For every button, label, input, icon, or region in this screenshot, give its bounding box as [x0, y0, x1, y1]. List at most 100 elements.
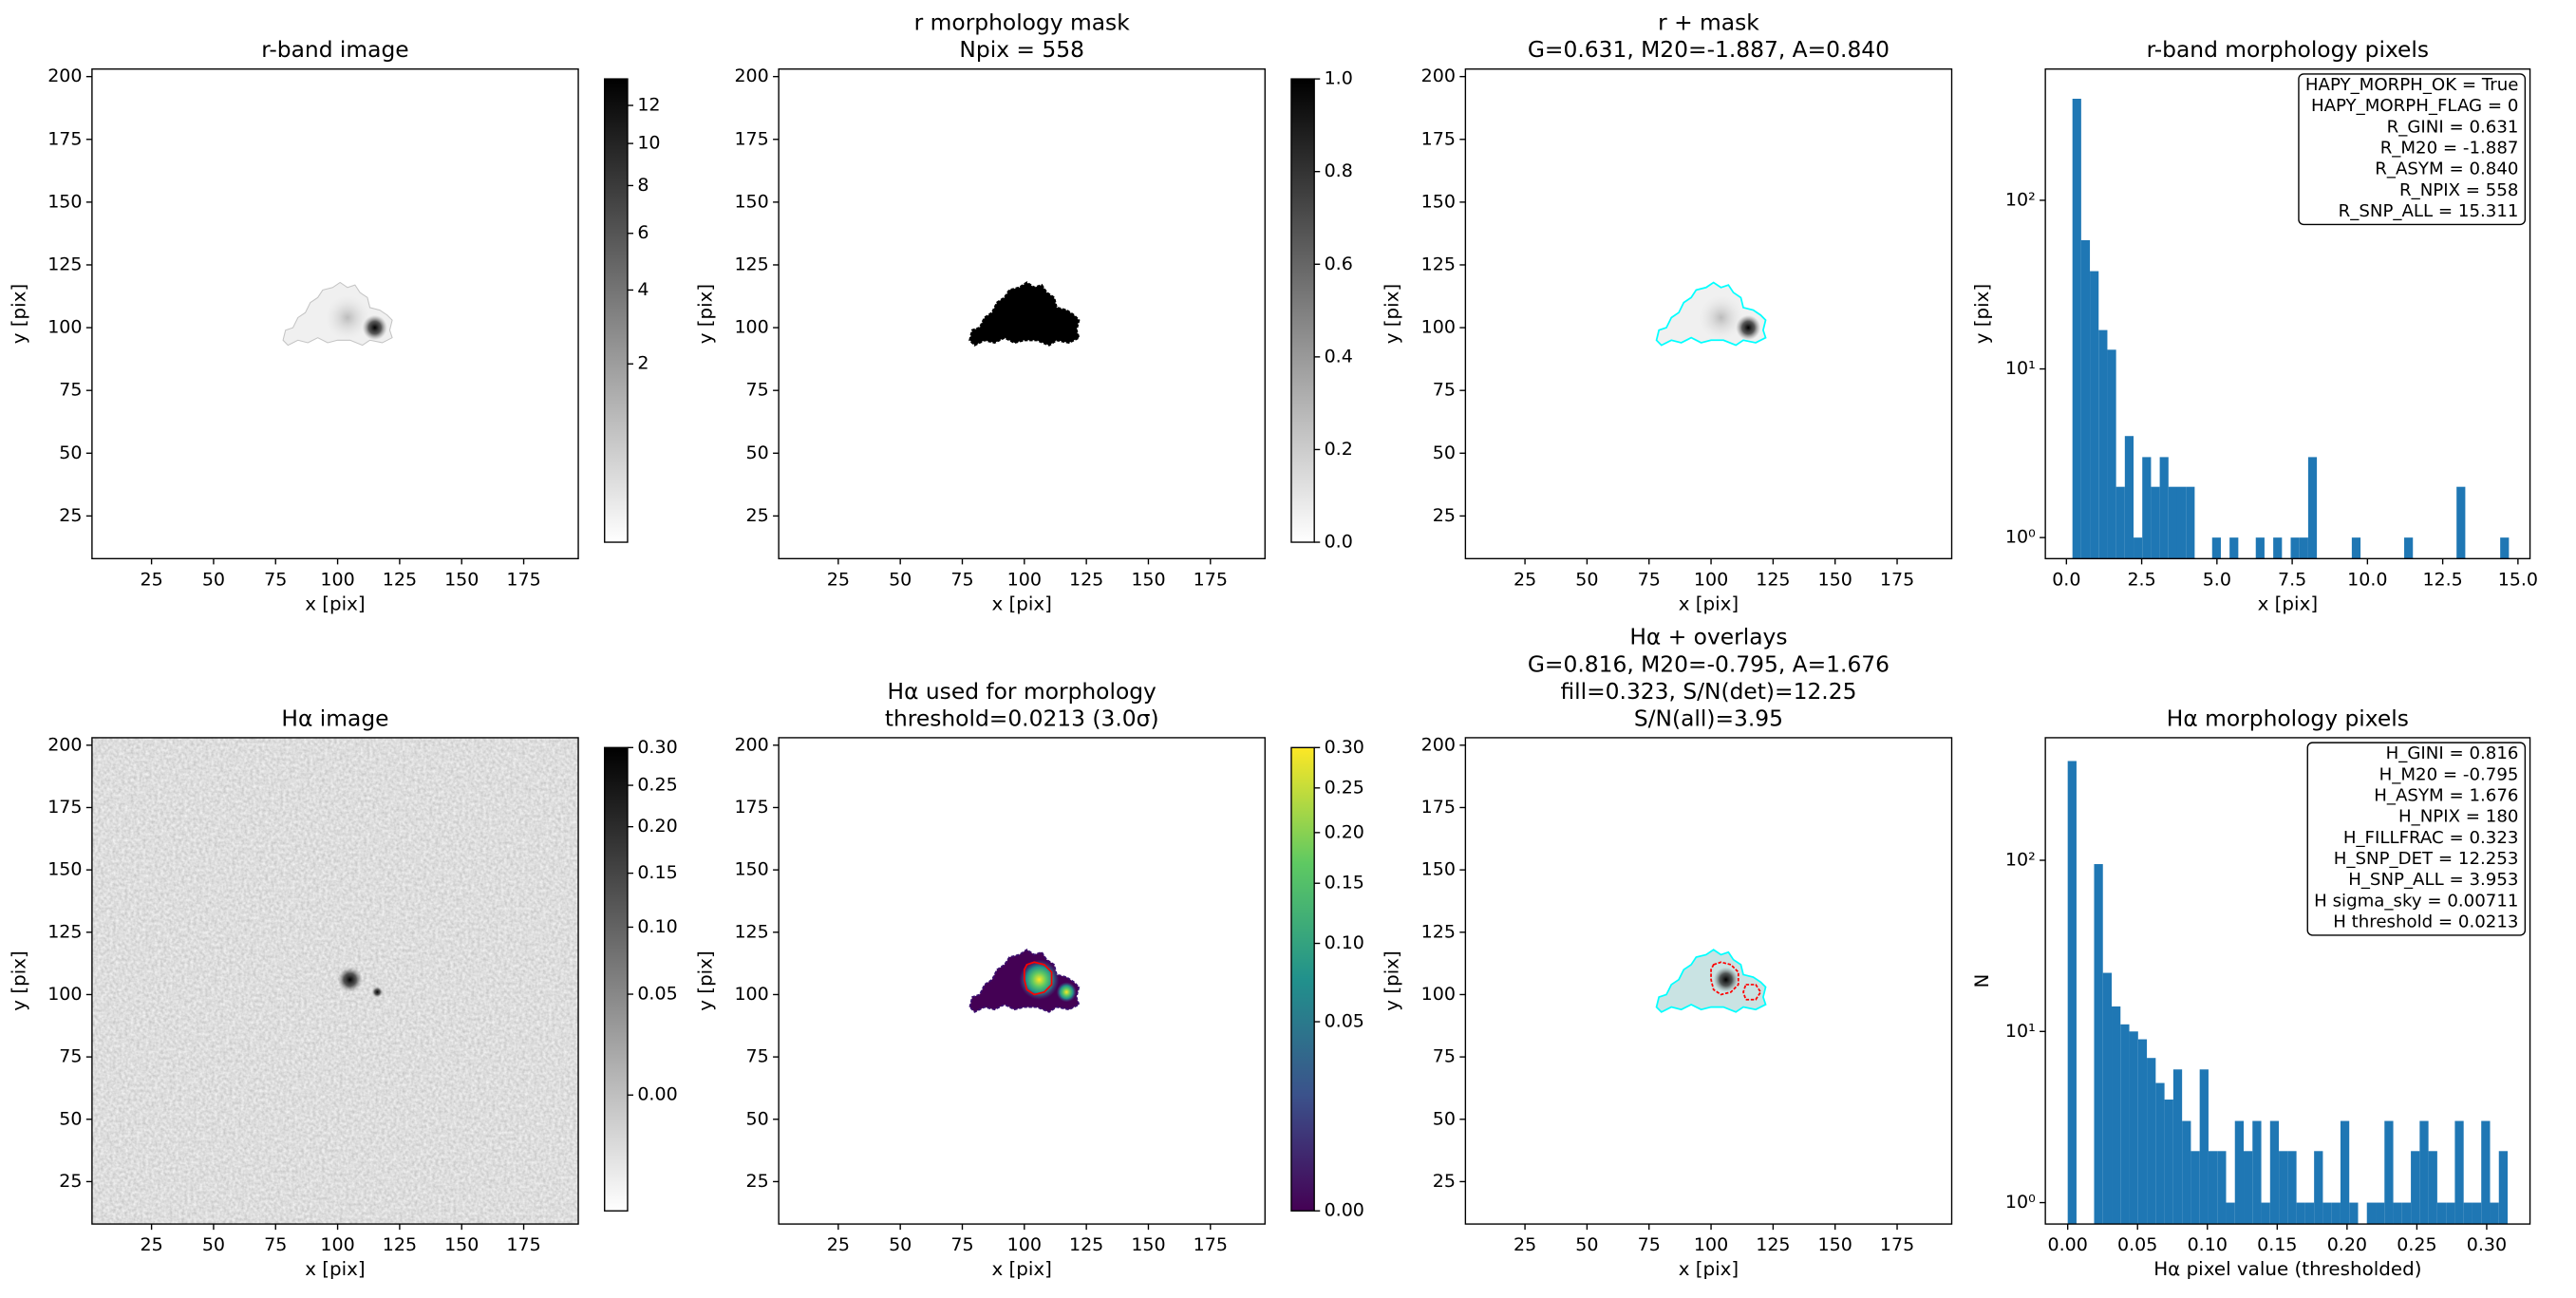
bar: [2376, 1202, 2385, 1225]
ha-core: [337, 967, 363, 992]
y-tick-label: 125: [47, 921, 82, 942]
y-tick-label: 75: [1433, 380, 1456, 401]
y-tick-label: 75: [1433, 1046, 1456, 1067]
x-tick-label: 0.05: [2117, 1234, 2157, 1255]
y-tick-label: 175: [734, 128, 768, 149]
x-tick-label: 150: [1131, 569, 1165, 590]
y-tick-label: 50: [746, 442, 769, 463]
mask-contour: [1655, 281, 1767, 347]
bar: [2186, 486, 2195, 559]
annotation-line: R_ASYM = 0.840: [2375, 160, 2518, 179]
x-tick-label: 50: [1575, 569, 1598, 590]
panel-title: r-band image: [261, 36, 408, 63]
y-tick-label: 175: [47, 797, 82, 818]
y-tick-label: 150: [734, 859, 768, 880]
y-axis-label: y [pix]: [1971, 284, 1993, 344]
x-axis-label: x [pix]: [2258, 593, 2319, 614]
y-tick-label: 125: [1421, 921, 1456, 942]
y-tick-label: 125: [1421, 254, 1456, 274]
bar: [2500, 537, 2510, 559]
y-tick-label: 100: [47, 984, 82, 1005]
panel-title: Npix = 558: [959, 36, 1084, 63]
x-tick-label: 100: [1694, 1234, 1728, 1255]
x-tick-label: 75: [1638, 569, 1661, 590]
x-tick-label: 75: [950, 569, 973, 590]
x-tick-label: 125: [1069, 569, 1103, 590]
y-tick-label: 100: [734, 984, 768, 1005]
x-tick-label: 25: [1514, 1234, 1536, 1255]
x-tick-label: 175: [506, 1234, 540, 1255]
x-tick-label: 75: [950, 1234, 973, 1255]
y-tick-label: 10²: [2005, 850, 2036, 871]
x-tick-label: 0.25: [2397, 1234, 2436, 1255]
bar: [2124, 436, 2134, 559]
colorbar-tick-label: 6: [637, 222, 649, 243]
x-tick-label: 7.5: [2278, 569, 2306, 590]
bar: [2112, 1006, 2121, 1225]
x-tick-label: 0.0: [2052, 569, 2080, 590]
x-tick-label: 100: [1007, 1234, 1042, 1255]
bar: [2401, 1202, 2412, 1225]
y-tick-label: 175: [1421, 128, 1456, 149]
axes-frame: [778, 737, 1266, 1225]
bar: [2159, 457, 2169, 559]
bar: [2090, 271, 2099, 559]
y-tick-label: 25: [746, 505, 769, 526]
x-tick-label: 50: [1575, 1234, 1598, 1255]
image: [779, 737, 1266, 1225]
x-tick-label: 100: [1694, 569, 1728, 590]
image: [91, 68, 579, 559]
x-tick-label: 50: [889, 1234, 912, 1255]
annotation-line: HAPY_MORPH_FLAG = 0: [2311, 96, 2519, 116]
y-tick-label: 200: [734, 66, 768, 86]
colorbar-tick-label: 0.20: [1325, 821, 1364, 842]
bar: [2261, 1202, 2270, 1225]
bar: [2419, 1120, 2429, 1225]
image: [1465, 68, 1952, 559]
x-axis-label: x [pix]: [991, 593, 1052, 614]
y-axis-label: N: [1971, 974, 1993, 988]
colorbar-tick-label: 0.4: [1325, 346, 1353, 367]
x-tick-label: 0.15: [2257, 1234, 2297, 1255]
x-tick-label: 25: [827, 569, 850, 590]
x-tick-label: 150: [1818, 569, 1852, 590]
annotation-line: H_NPIX = 180: [2398, 807, 2518, 827]
y-tick-label: 200: [1421, 734, 1456, 755]
bar: [2314, 1151, 2323, 1225]
bar: [2164, 1100, 2173, 1225]
sky-noise: [91, 737, 579, 1225]
axes-frame: [91, 68, 579, 560]
bar: [2472, 1202, 2482, 1225]
mask: [968, 281, 1081, 347]
bar: [2463, 1202, 2473, 1225]
x-axis-label: Hα pixel value (thresholded): [2153, 1258, 2421, 1280]
x-tick-label: 175: [1194, 1234, 1228, 1255]
plot-area: [2072, 99, 2510, 559]
colorbar: [1290, 746, 1315, 1212]
y-tick-label: 75: [59, 380, 82, 401]
colorbar-tick-label: 0.0: [1325, 532, 1353, 553]
x-tick-label: 15.0: [2498, 569, 2538, 590]
y-tick-label: 75: [746, 380, 769, 401]
y-tick-label: 50: [59, 442, 82, 463]
x-tick-label: 125: [1069, 1234, 1103, 1255]
colorbar-tick-label: 10: [637, 133, 660, 154]
panel-title: G=0.631, M20=-1.887, A=0.840: [1528, 36, 1890, 63]
bar: [2307, 457, 2318, 559]
colorbar-tick-label: 12: [637, 95, 660, 116]
bar: [2229, 537, 2239, 559]
y-tick-label: 200: [47, 734, 82, 755]
y-tick-label: 175: [734, 797, 768, 818]
ha-knot: [371, 987, 384, 998]
x-axis-label: x [pix]: [305, 593, 366, 614]
x-tick-label: 75: [264, 1234, 287, 1255]
annotation-line: H_FILLFRAC = 0.323: [2343, 828, 2519, 848]
panel: 0.00 0.05 0.10 0.15 0.20 0.25 0.30 10⁰ 10¹ 10² Hα …: [1971, 705, 2531, 1280]
panel: 25 50 75 100 125 150 175 25 50 75 100 125 150 175 200 r…: [1382, 9, 1953, 614]
y-axis-label: y [pix]: [694, 284, 716, 344]
bar: [2151, 486, 2160, 559]
bar: [2279, 1151, 2288, 1225]
detection-contour: [1742, 984, 1762, 1001]
bar: [2331, 1202, 2341, 1225]
bar: [2208, 1151, 2218, 1225]
